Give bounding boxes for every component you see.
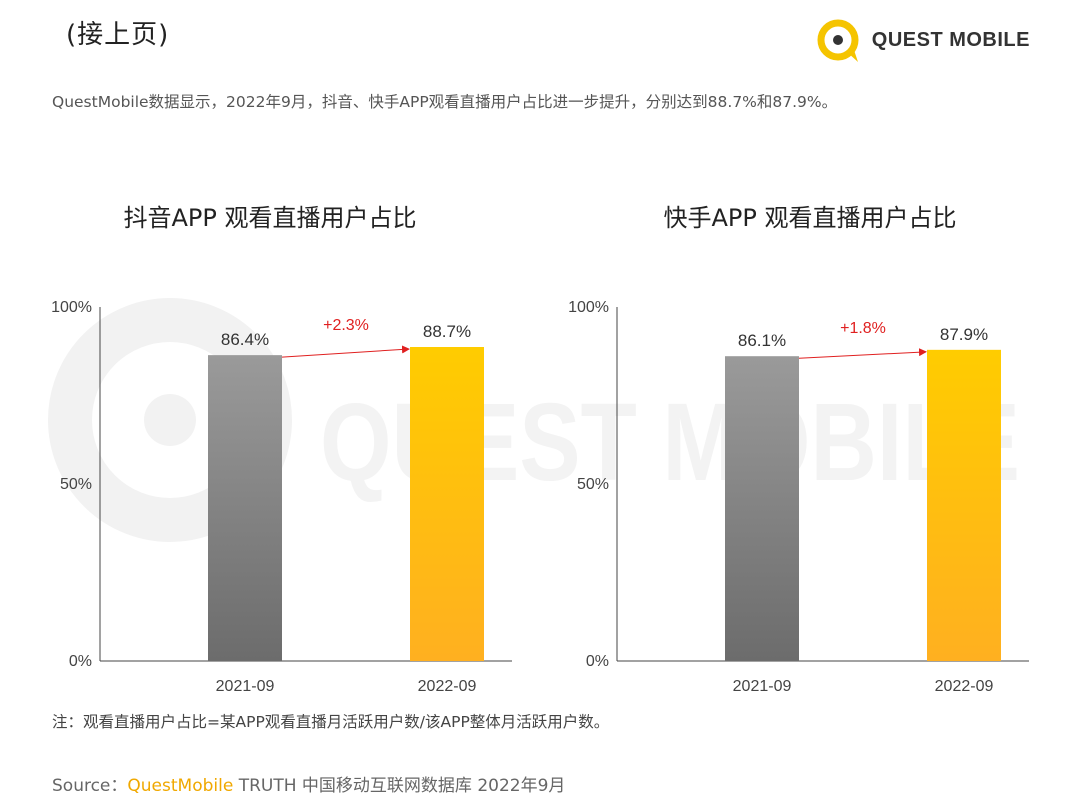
x-tick-label: 2022-09 (418, 678, 477, 695)
bar (208, 355, 282, 661)
change-label: +2.3% (323, 317, 369, 334)
x-tick-label: 2022-09 (935, 678, 994, 695)
data-label: 86.4% (221, 330, 269, 349)
logo-text: QUEST MOBILE (871, 28, 1030, 51)
y-tick-label: 50% (60, 476, 92, 493)
x-tick-label: 2021-09 (216, 678, 275, 695)
change-arrow (281, 345, 410, 358)
source-line: Source：QuestMobile TRUTH 中国移动互联网数据库 2022… (52, 771, 565, 796)
data-label: 86.1% (738, 331, 786, 350)
data-label: 87.9% (940, 325, 988, 344)
footnote: 注：观看直播用户占比=某APP观看直播月活跃用户数/该APP整体月活跃用户数。 (52, 713, 610, 731)
bar (410, 347, 484, 661)
y-tick-label: 50% (577, 476, 609, 493)
source-prefix: Source： (52, 776, 128, 796)
description-text: QuestMobile数据显示，2022年9月，抖音、快手APP观看直播用户占比… (52, 93, 838, 111)
bar (725, 356, 799, 661)
source-brand: QuestMobile (127, 776, 234, 796)
chart-title-douyin: 抖音APP 观看直播用户占比 (123, 204, 417, 232)
change-label: +1.8% (840, 320, 886, 337)
chart-douyin: 0% 50% 100% 86.4% 2021-09 88.7% 2022-09 +2.3% (51, 299, 512, 695)
chart-title-kuaishou: 快手APP 观看直播用户占比 (663, 204, 957, 232)
x-tick-label: 2021-09 (733, 678, 792, 695)
logo-icon (817, 19, 859, 62)
y-tick-label: 100% (51, 299, 92, 316)
questmobile-logo: QUEST MOBILE (814, 14, 1030, 66)
y-tick-label: 0% (69, 653, 92, 670)
change-arrow (798, 348, 927, 359)
y-tick-label: 0% (586, 653, 609, 670)
data-label: 88.7% (423, 322, 471, 341)
chart-kuaishou: 0% 50% 100% 86.1% 2021-09 87.9% 2022-09 +1.8% (568, 299, 1029, 695)
y-tick-label: 100% (568, 299, 609, 316)
bar (927, 349, 1001, 661)
source-detail: TRUTH 中国移动互联网数据库 2022年9月 (233, 776, 566, 796)
continued-label: (接上页) (66, 20, 170, 50)
